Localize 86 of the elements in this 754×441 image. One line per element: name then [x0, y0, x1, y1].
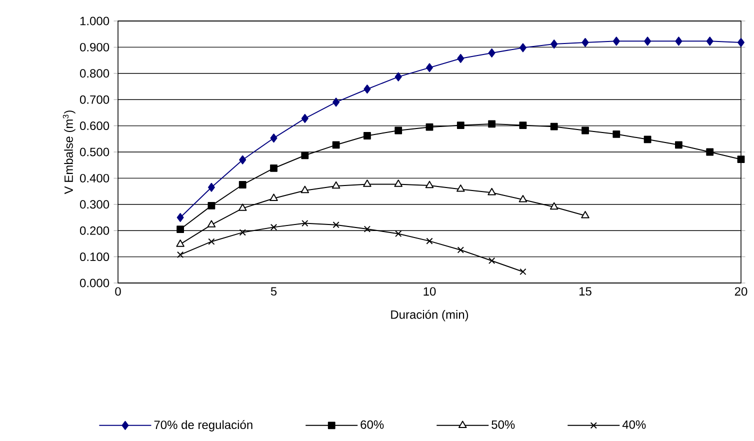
point — [364, 132, 371, 140]
point — [644, 36, 652, 46]
point — [737, 156, 745, 164]
point — [238, 181, 246, 188]
y-tick-label: 0.800 — [80, 69, 110, 78]
point — [176, 212, 184, 222]
point — [488, 188, 496, 196]
point — [519, 122, 527, 129]
y-tick-label: 0.500 — [80, 148, 110, 156]
point — [270, 164, 278, 172]
point — [394, 72, 402, 82]
point — [208, 238, 215, 245]
point — [270, 194, 278, 201]
point — [300, 186, 310, 194]
y-tick-label: 0.700 — [80, 95, 110, 104]
point — [394, 126, 402, 134]
point — [644, 136, 652, 144]
point — [520, 268, 526, 276]
point — [582, 38, 589, 47]
x-tick-label: 10 — [424, 287, 436, 296]
point — [456, 122, 464, 129]
y-tick-label: 0.100 — [80, 252, 110, 262]
x-tick-label: 5 — [270, 287, 277, 296]
point — [301, 152, 309, 160]
point — [332, 181, 340, 189]
point — [207, 220, 216, 228]
x-tick-label: 20 — [734, 287, 748, 296]
y-tick-label: 0.900 — [80, 42, 110, 52]
point — [675, 36, 682, 46]
point — [332, 98, 340, 107]
point — [706, 148, 714, 156]
y-tick-label: 0.200 — [80, 226, 110, 235]
point — [364, 226, 371, 232]
x-axis-title: Duración (min) — [391, 310, 468, 322]
point — [426, 63, 433, 72]
y-tick-label: 0.400 — [80, 174, 110, 182]
point — [581, 210, 590, 218]
legend-label: 60% — [360, 420, 384, 429]
point — [176, 251, 184, 258]
point — [457, 246, 464, 254]
point — [582, 126, 589, 134]
point — [208, 202, 216, 210]
point — [738, 38, 744, 47]
point — [238, 204, 247, 211]
y-axis-title: V Embalse (m$^{3}$) — [62, 110, 76, 194]
point — [457, 54, 464, 63]
point — [550, 40, 558, 49]
x-tick-label: 0 — [115, 287, 121, 296]
point — [363, 180, 372, 187]
legend-label: 40% — [622, 420, 646, 429]
point — [488, 257, 496, 264]
point — [208, 182, 215, 192]
point — [425, 180, 434, 188]
point — [426, 238, 433, 244]
point — [270, 134, 278, 143]
point — [488, 48, 496, 58]
point — [302, 220, 308, 227]
point — [239, 229, 246, 236]
y-tick-label: 0.300 — [80, 200, 110, 209]
point — [518, 194, 528, 202]
point — [550, 202, 558, 210]
point — [612, 130, 620, 138]
point — [332, 141, 340, 149]
point — [674, 141, 682, 149]
point — [364, 84, 371, 94]
point — [176, 240, 184, 247]
y-tick-label: 1.000 — [80, 16, 110, 26]
point — [426, 123, 434, 131]
point — [395, 230, 402, 238]
point — [456, 184, 465, 192]
point — [332, 222, 340, 228]
legend-label: 70% de regulación — [154, 420, 252, 432]
point — [706, 36, 714, 46]
point — [488, 120, 496, 128]
point — [612, 36, 620, 46]
point — [550, 122, 558, 130]
point — [394, 180, 402, 187]
point — [301, 114, 308, 123]
y-tick-label: 0.600 — [80, 122, 110, 130]
point — [270, 224, 278, 231]
point — [519, 43, 526, 52]
y-tick-label: 0.000 — [80, 278, 110, 288]
point — [239, 155, 246, 164]
x-tick-label: 15 — [579, 287, 592, 296]
legend-label: 50% — [492, 420, 515, 429]
point — [176, 226, 184, 233]
